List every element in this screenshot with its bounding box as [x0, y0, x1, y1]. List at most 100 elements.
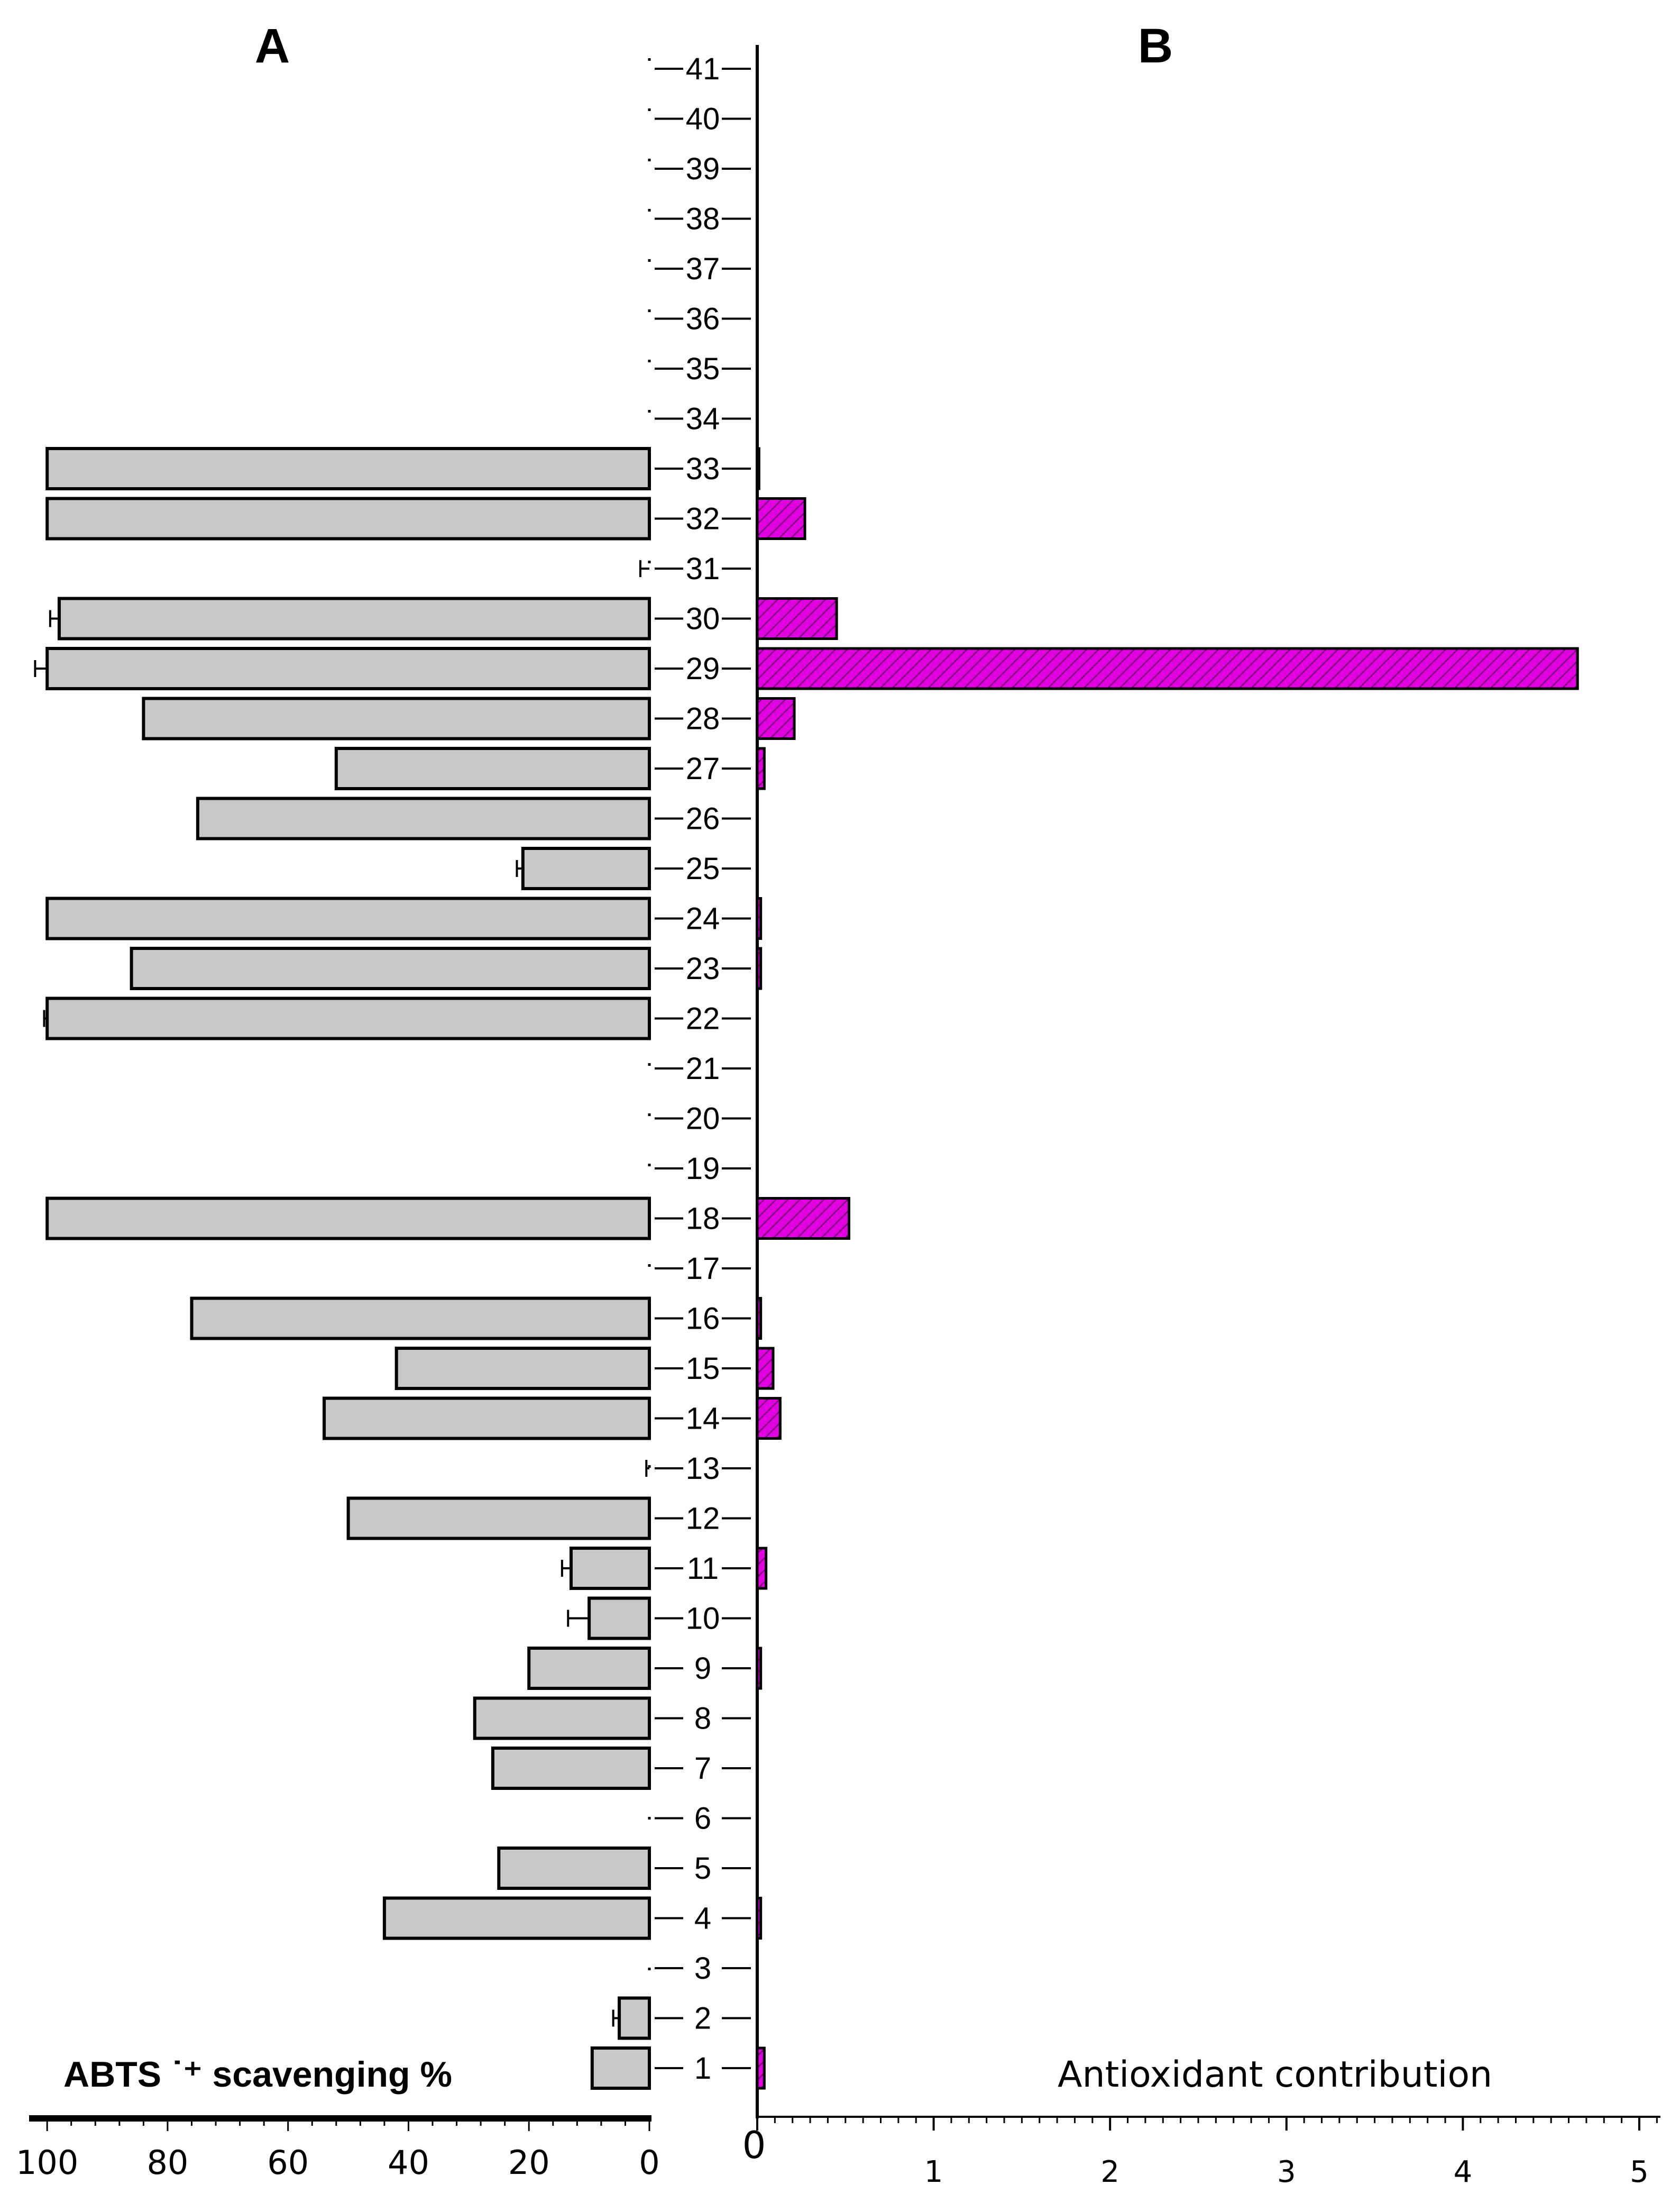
category-label-16: 16 — [655, 1302, 751, 1336]
svg-text:23: 23 — [686, 952, 720, 986]
panel-a-bar-25 — [521, 847, 651, 890]
svg-text:24: 24 — [686, 902, 720, 936]
svg-text:5: 5 — [694, 1851, 711, 1886]
panel-b-bar-28 — [756, 697, 796, 740]
panel-a-tick-40: 40 — [388, 2143, 429, 2182]
panel-a-error-30 — [49, 610, 59, 627]
panel-a-bar-14 — [323, 1396, 651, 1440]
panel-a-bar-2 — [618, 1996, 651, 2040]
svg-text:16: 16 — [686, 1302, 720, 1336]
panel-a-bar-10 — [587, 1596, 651, 1640]
category-label-7: 7 — [655, 1751, 751, 1786]
svg-text:21: 21 — [686, 1052, 720, 1086]
svg-text:4: 4 — [694, 1902, 711, 1936]
panel-a-error-25 — [516, 860, 523, 877]
category-label-4: 4 — [655, 1902, 751, 1936]
panel-a-bar-11 — [569, 1547, 651, 1590]
category-label-2: 2 — [655, 2001, 751, 2036]
category-label-33: 33 — [655, 452, 751, 486]
panel-a-error-10 — [567, 1610, 590, 1627]
panel-a-bar-29 — [45, 647, 651, 690]
panel-a-tick-60: 60 — [267, 2143, 309, 2182]
panel-b-tick-3: 3 — [1277, 2155, 1296, 2189]
panel-b-label: B — [1138, 19, 1173, 73]
panel-b-bar-23 — [756, 947, 763, 990]
panel-b-tick-0: 0 — [742, 2124, 766, 2167]
category-label-13: 13 — [655, 1451, 751, 1486]
category-label-1: 1 — [655, 2051, 751, 2086]
panel-b-bar-9 — [756, 1647, 763, 1690]
panel-a-bar-30 — [57, 597, 651, 641]
panel-b-bar-4 — [756, 1897, 763, 1940]
category-label-39: 39 — [655, 152, 751, 186]
panel-b-bar-18 — [756, 1197, 850, 1240]
category-label-30: 30 — [655, 602, 751, 636]
category-label-38: 38 — [655, 202, 751, 236]
panel-a-bar-9 — [527, 1647, 651, 1690]
category-label-3: 3 — [655, 1951, 751, 1986]
category-labels: 1234567891011121314151617181920212223242… — [655, 52, 751, 2086]
category-label-40: 40 — [655, 102, 751, 136]
svg-text:38: 38 — [686, 202, 720, 236]
panel-a-tick-20: 20 — [508, 2143, 550, 2182]
svg-text:11: 11 — [687, 1551, 719, 1586]
svg-text:29: 29 — [686, 652, 720, 686]
panel-b-bar-24 — [756, 897, 763, 940]
panel-b-bar-29 — [756, 647, 1579, 690]
panel-a-tick-100: 100 — [16, 2143, 78, 2182]
category-label-25: 25 — [655, 852, 751, 886]
panel-b-tick-1: 1 — [924, 2155, 943, 2189]
svg-text:8: 8 — [694, 1702, 711, 1736]
panel-b-tick-5: 5 — [1630, 2155, 1649, 2189]
svg-text:13: 13 — [686, 1451, 720, 1486]
panel-a-bar-33 — [45, 447, 651, 490]
svg-text:36: 36 — [686, 302, 720, 336]
category-label-41: 41 — [655, 52, 751, 86]
panel-a-bar-7 — [491, 1747, 651, 1790]
panel-b-bar-27 — [756, 747, 766, 790]
svg-text:14: 14 — [686, 1402, 720, 1436]
svg-text:6: 6 — [694, 1802, 711, 1836]
panel-b-tick-4: 4 — [1454, 2155, 1473, 2189]
svg-text:3: 3 — [694, 1951, 711, 1986]
panel-a-bar-1 — [590, 2046, 651, 2090]
panel-a-bar-22 — [45, 997, 651, 1040]
svg-text:35: 35 — [686, 352, 720, 386]
category-label-34: 34 — [655, 402, 751, 436]
svg-text:18: 18 — [686, 1202, 720, 1236]
panel-a-bars — [45, 447, 651, 2090]
category-label-17: 17 — [655, 1251, 751, 1286]
panel-a-bar-27 — [334, 747, 651, 790]
category-label-21: 21 — [655, 1052, 751, 1086]
panel-a-bar-5 — [497, 1847, 651, 1890]
panel-b-bar-1 — [756, 2046, 766, 2090]
panel-b-bar-30 — [756, 597, 838, 640]
panel-a-bar-18 — [45, 1196, 651, 1240]
panel-a-error-29 — [34, 660, 48, 677]
category-label-9: 9 — [655, 1651, 751, 1686]
category-label-24: 24 — [655, 902, 751, 936]
panel-b-bars — [756, 447, 1579, 2090]
panel-a-error-bars — [34, 560, 649, 2027]
panel-a-bar-23 — [130, 947, 651, 990]
panel-a-bar-12 — [346, 1496, 651, 1540]
category-label-27: 27 — [655, 752, 751, 786]
category-label-15: 15 — [655, 1351, 751, 1386]
svg-text:17: 17 — [686, 1251, 720, 1286]
svg-text:34: 34 — [686, 402, 720, 436]
panel-a-bar-16 — [190, 1296, 651, 1340]
category-label-29: 29 — [655, 652, 751, 686]
panel-a-axis-title: ABTS ˙⁺ scavenging % — [63, 2054, 452, 2095]
category-label-19: 19 — [655, 1151, 751, 1186]
svg-text:28: 28 — [686, 702, 720, 736]
category-label-20: 20 — [655, 1102, 751, 1136]
panel-a-error-13 — [645, 1460, 649, 1477]
panel-a-error-31 — [639, 560, 649, 577]
svg-text:7: 7 — [694, 1751, 711, 1786]
panel-a-error-11 — [561, 1560, 571, 1577]
category-label-8: 8 — [655, 1702, 751, 1736]
category-label-5: 5 — [655, 1851, 751, 1886]
svg-text:37: 37 — [686, 252, 720, 286]
category-label-31: 31 — [655, 552, 751, 586]
svg-text:2: 2 — [694, 2001, 711, 2036]
